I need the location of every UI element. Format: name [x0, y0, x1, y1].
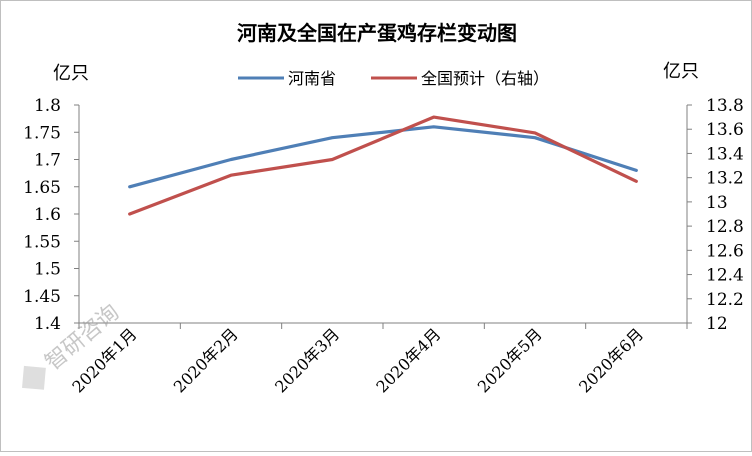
right-tick-label: 12 [706, 314, 728, 334]
data-point [432, 125, 435, 128]
data-point [635, 180, 638, 183]
data-point [331, 158, 334, 161]
left-axis-ticks: 1.8 1.75 1.7 1.65 1.6 1.55 1.5 1.45 1.4 [23, 96, 79, 334]
series-henan [128, 125, 638, 189]
right-axis-unit: 亿只 [663, 61, 699, 82]
x-tick-label: 2020年5月 [474, 324, 546, 396]
right-tick-label: 12.6 [706, 241, 744, 261]
right-tick-label: 13 [706, 193, 728, 213]
data-point [635, 169, 638, 172]
x-tick-label: 2020年6月 [575, 324, 647, 396]
data-point [229, 174, 233, 177]
watermark-logo [22, 365, 46, 390]
series-national [128, 115, 638, 216]
left-tick-label: 1.55 [23, 232, 61, 252]
x-tick-label: 2020年4月 [372, 324, 444, 396]
x-tick-label: 2020年3月 [271, 324, 343, 396]
data-point [331, 136, 334, 139]
series-line [128, 125, 638, 189]
data-point [128, 212, 131, 216]
right-tick-label: 12.4 [706, 266, 744, 286]
x-tick-label: 2020年2月 [170, 324, 242, 396]
data-point [533, 131, 537, 135]
series-line [128, 115, 638, 216]
right-tick-label: 13.4 [706, 144, 744, 164]
right-tick-label: 13.8 [706, 96, 744, 116]
legend-label-henan: 河南省 [288, 69, 336, 88]
left-tick-label: 1.45 [23, 287, 61, 307]
right-tick-label: 12.8 [706, 217, 744, 237]
right-tick-label: 13.2 [706, 169, 744, 189]
series-layer [128, 115, 638, 216]
left-tick-label: 1.7 [34, 151, 61, 171]
legend-label-national: 全国预计（右轴） [421, 69, 549, 88]
left-tick-label: 1.8 [34, 96, 61, 116]
legend: 河南省 全国预计（右轴） [238, 69, 549, 88]
left-tick-label: 1.5 [34, 260, 61, 280]
chart-title: 河南及全国在产蛋鸡存栏变动图 [237, 21, 517, 45]
data-point [432, 115, 435, 119]
left-tick-label: 1.6 [34, 205, 61, 225]
data-point [229, 158, 233, 161]
left-tick-label: 1.4 [34, 314, 61, 334]
x-axis-ticks: 2020年1月 2020年2月 2020年3月 2020年4月 2020年5月 2020年… [68, 323, 688, 396]
data-point [533, 136, 537, 139]
right-tick-label: 13.6 [706, 120, 744, 140]
data-point [128, 185, 131, 188]
left-tick-label: 1.75 [23, 123, 61, 143]
right-axis-ticks: 13.8 13.6 13.4 13.2 13 12.8 12.6 12.4 12.2 12 [687, 96, 744, 334]
left-axis-unit: 亿只 [53, 63, 89, 84]
right-tick-label: 12.2 [706, 290, 744, 310]
left-tick-label: 1.65 [23, 178, 61, 198]
